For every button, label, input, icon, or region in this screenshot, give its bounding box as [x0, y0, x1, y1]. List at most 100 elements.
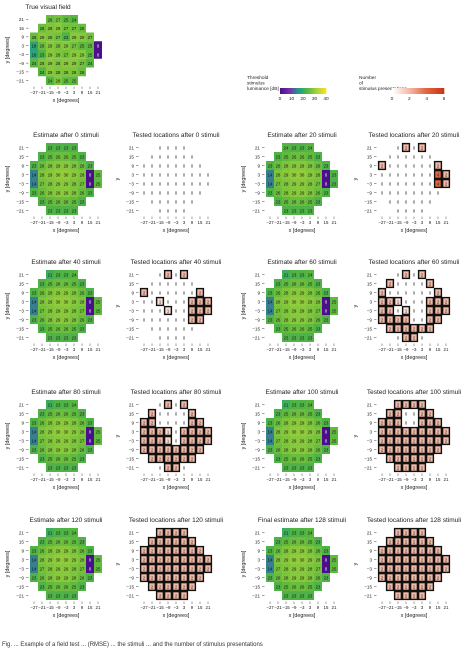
- cell: [187, 296, 197, 307]
- cell: [172, 324, 180, 333]
- cell: [30, 445, 38, 454]
- y-tick-label: −9: [19, 575, 25, 580]
- cell-label: 0: [429, 173, 432, 178]
- cell-label: 23: [72, 209, 77, 214]
- y-axis-title: y [degrees]: [241, 165, 247, 192]
- x-tick-label: 15: [436, 605, 441, 610]
- legend-swatch: [423, 88, 425, 94]
- cell: [298, 197, 306, 206]
- cell: [394, 270, 402, 279]
- cell: [203, 426, 213, 437]
- cell-label: 0: [405, 421, 408, 426]
- cell-label: 2: [397, 531, 400, 536]
- cell-label: 28: [48, 576, 53, 581]
- cell-label: 2: [175, 549, 178, 554]
- cell: [298, 463, 306, 472]
- legend-swatch: [312, 88, 314, 94]
- cell: [155, 563, 165, 574]
- cell: [54, 143, 62, 152]
- cell: [298, 170, 306, 179]
- cell: [62, 15, 70, 24]
- x-tick-label: −21: [386, 605, 394, 610]
- cell-label: 1: [405, 309, 408, 314]
- cell: [195, 563, 205, 574]
- cell-label: 2: [397, 448, 400, 453]
- cell: [54, 206, 62, 215]
- x-tick-label: −15: [156, 477, 164, 482]
- cell: [172, 400, 180, 409]
- x-tick-label: −15: [394, 477, 402, 482]
- cell-label: 0: [159, 403, 162, 408]
- legend-swatch: [425, 88, 428, 94]
- cell-label: 24: [72, 403, 77, 408]
- cell-label: 2: [413, 585, 416, 590]
- cell-label: 0: [429, 191, 432, 196]
- y-tick-label: 3: [257, 299, 260, 304]
- cell-label: 21: [284, 531, 289, 536]
- cell: [306, 179, 314, 188]
- cell-label: 0: [167, 412, 170, 417]
- x-tick-label: −27: [30, 90, 38, 95]
- cell: [298, 143, 306, 152]
- cell-label: 0: [405, 300, 408, 305]
- cell: [433, 563, 443, 574]
- y-tick-label: 15: [129, 411, 135, 416]
- cell-label: 28: [64, 70, 69, 75]
- cell: [298, 445, 306, 454]
- cell: [385, 536, 395, 547]
- cell: [425, 278, 435, 289]
- y-tick-label: 9: [257, 163, 260, 168]
- x-tick-label: 3: [309, 605, 312, 610]
- cell-label: 25: [284, 200, 289, 205]
- y-tick-label: −21: [126, 335, 134, 340]
- cell-label: 26: [292, 200, 297, 205]
- cell: [187, 435, 197, 446]
- cell: [386, 179, 394, 188]
- cell-label: 28: [72, 291, 77, 296]
- cell-label: 29: [56, 549, 61, 554]
- cell: [266, 436, 274, 445]
- cell: [171, 536, 181, 547]
- legend-swatch: [313, 88, 315, 94]
- cell: [410, 143, 418, 152]
- y-tick-label: −9: [255, 317, 261, 322]
- cell: [266, 288, 274, 297]
- cell: [78, 288, 86, 297]
- cell-label: 2: [381, 567, 384, 572]
- cell: [425, 453, 435, 464]
- cell: [94, 564, 102, 573]
- cell-label: 26: [300, 540, 305, 545]
- cell: [179, 536, 189, 547]
- cell-label: 2: [167, 585, 170, 590]
- cell-label: 4: [437, 173, 440, 178]
- cell-label: 0: [325, 182, 328, 187]
- cell: [290, 573, 298, 582]
- cell: [86, 573, 94, 582]
- cell: [306, 152, 314, 161]
- x-tick-label: 9: [81, 347, 84, 352]
- cell: [322, 161, 330, 170]
- cell: [282, 161, 290, 170]
- cell-label: 0: [159, 182, 162, 187]
- cell-label: 25: [72, 540, 77, 545]
- cell-label: 2: [183, 549, 186, 554]
- cell-label: 23: [56, 594, 61, 599]
- x-tick-label: 21: [96, 477, 101, 482]
- cell-label: 23: [292, 146, 297, 151]
- cell-label: 25: [72, 200, 77, 205]
- cell: [298, 409, 306, 418]
- legend-swatch: [414, 88, 416, 94]
- cell-label: 30: [300, 430, 305, 435]
- cell: [282, 418, 290, 427]
- cell-label: 27: [80, 182, 85, 187]
- y-tick-label: −9: [367, 190, 373, 195]
- cell: [179, 572, 189, 583]
- cell-label: 24: [308, 531, 313, 536]
- figure-caption: Fig. ... Example of a field test ... (RM…: [2, 642, 263, 648]
- cell-label: 2: [143, 576, 146, 581]
- cell: [70, 41, 78, 50]
- cell-label: 23: [88, 164, 93, 169]
